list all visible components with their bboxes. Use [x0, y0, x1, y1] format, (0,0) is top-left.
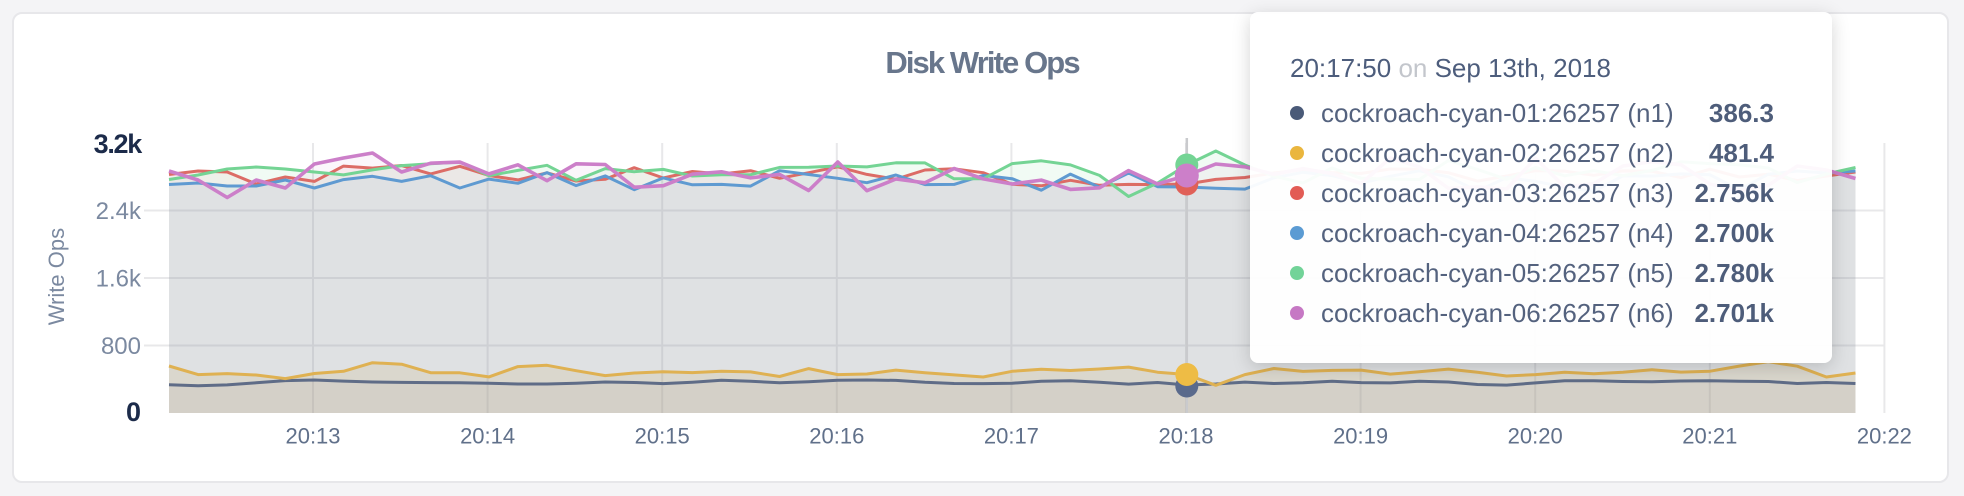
svg-text:20:18: 20:18 — [1158, 424, 1213, 449]
svg-text:0: 0 — [126, 397, 141, 427]
svg-text:20:14: 20:14 — [460, 424, 515, 449]
svg-text:2.4k: 2.4k — [96, 198, 142, 225]
svg-text:20:16: 20:16 — [809, 424, 864, 449]
svg-text:20:17: 20:17 — [984, 424, 1039, 449]
svg-text:800: 800 — [101, 333, 141, 360]
svg-text:3.2k: 3.2k — [94, 129, 144, 159]
svg-text:20:13: 20:13 — [285, 424, 340, 449]
svg-text:20:20: 20:20 — [1508, 424, 1563, 449]
svg-text:20:22: 20:22 — [1857, 424, 1912, 449]
svg-text:20:19: 20:19 — [1333, 424, 1388, 449]
svg-text:1.6k: 1.6k — [96, 266, 142, 293]
svg-text:20:15: 20:15 — [635, 424, 690, 449]
svg-text:Write Ops: Write Ops — [44, 228, 69, 325]
svg-text:20:21: 20:21 — [1682, 424, 1737, 449]
